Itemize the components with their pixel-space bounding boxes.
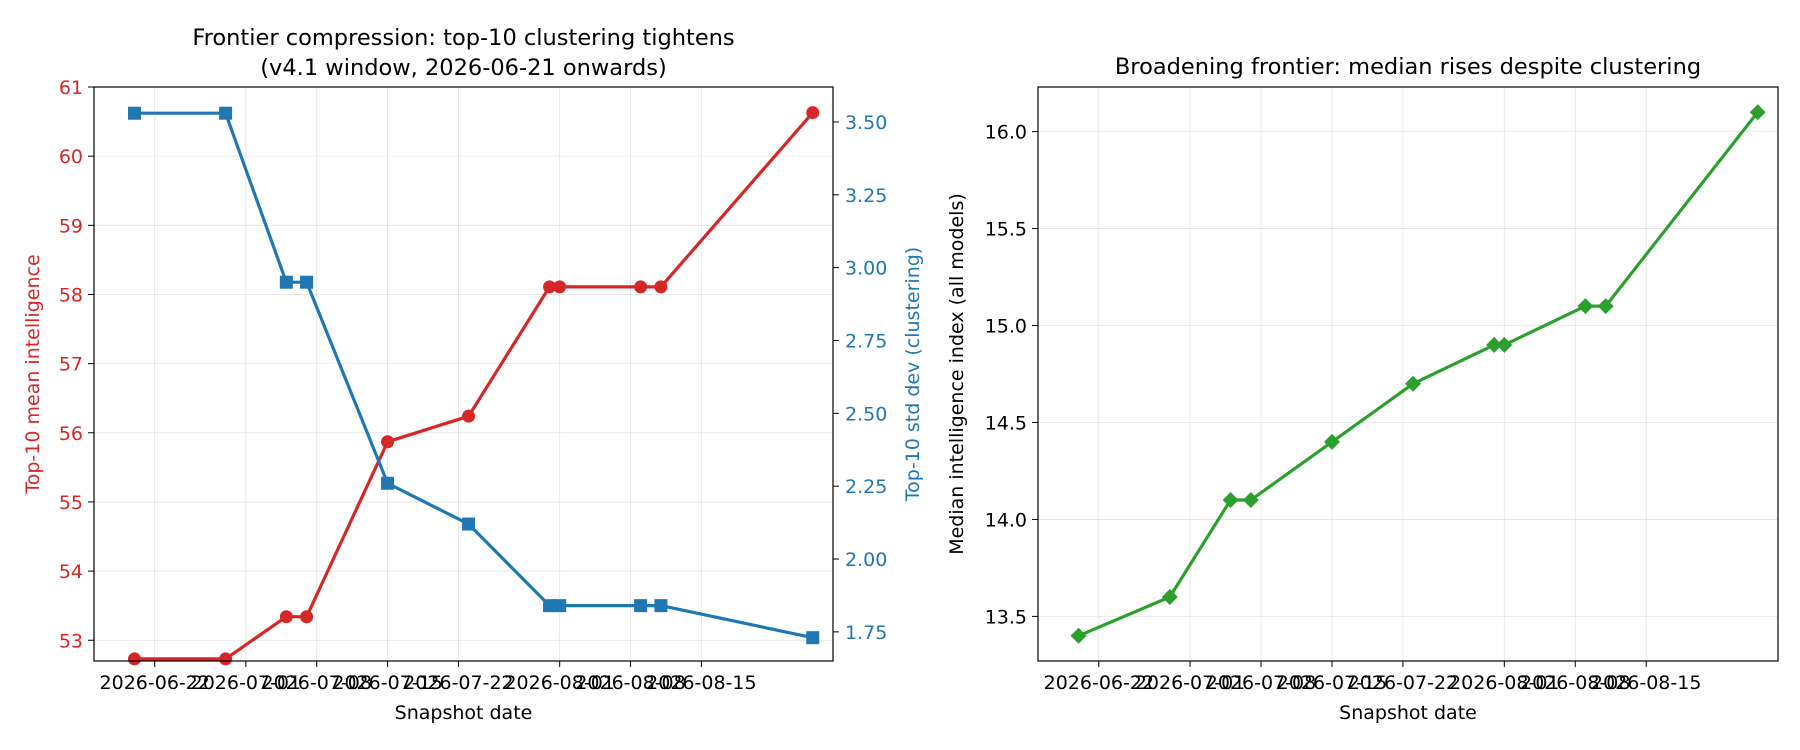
chart1-y2tick-label: 2.75 bbox=[845, 330, 887, 352]
chart1-series-2-point bbox=[462, 517, 476, 531]
chart1-ytick-label: 58 bbox=[59, 284, 83, 306]
chart1-title-line: Frontier compression: top-10 clustering … bbox=[192, 25, 734, 51]
chart1-series-1-point bbox=[634, 280, 648, 294]
chart1-ytick-label: 56 bbox=[59, 423, 83, 445]
chart1-ytick-label: 53 bbox=[59, 630, 83, 652]
chart1-ytick-label: 54 bbox=[59, 561, 83, 583]
chart2-title: Broadening frontier: median rises despit… bbox=[1115, 54, 1701, 80]
chart1-title-line: (v4.1 window, 2026-06-21 onwards) bbox=[260, 55, 666, 81]
chart1-xlabel: Snapshot date bbox=[395, 702, 533, 724]
chart1-xtick-label: 2026-07-08 bbox=[262, 672, 372, 694]
chart1-series-2-point bbox=[219, 106, 233, 120]
chart1-series-2-point bbox=[279, 275, 293, 289]
chart2-series-1-point bbox=[1749, 104, 1766, 121]
chart1-series-1-point bbox=[279, 610, 293, 624]
chart1-series-2-point bbox=[634, 599, 648, 613]
chart1-series-1-line bbox=[134, 111, 815, 661]
chart1-xtick-label: 2026-07-01 bbox=[191, 672, 301, 694]
chart2-series-1-point bbox=[1597, 298, 1614, 315]
chart2-series-1-point bbox=[1486, 336, 1503, 353]
chart2-xtick-label: 2026-06-22 bbox=[1044, 672, 1154, 694]
chart1-xtick-label: 2026-07-15 bbox=[332, 672, 442, 694]
chart2-series-1-point bbox=[1070, 627, 1087, 644]
chart1-series-1-point bbox=[219, 652, 233, 666]
chart1-ytick-label: 60 bbox=[59, 146, 83, 168]
chart1-series-1-point bbox=[300, 610, 314, 624]
chart2-ytick-label: 14.5 bbox=[985, 412, 1027, 434]
chart1-axes-frame bbox=[93, 86, 834, 662]
chart1-y2tick-label: 2.00 bbox=[845, 549, 887, 571]
chart2-series-1-point bbox=[1577, 298, 1594, 315]
chart1-series-2-point bbox=[654, 599, 668, 613]
chart1-series-2-point bbox=[806, 631, 820, 645]
chart2-series-1-point bbox=[1496, 336, 1513, 353]
chart2-xtick-label: 2026-08-08 bbox=[1520, 672, 1630, 694]
chart1-y2tick-label: 2.50 bbox=[845, 403, 887, 425]
chart1-series-1-point bbox=[543, 280, 557, 294]
chart1-y2tick-label: 1.75 bbox=[845, 622, 887, 644]
chart2-ytick-label: 13.5 bbox=[985, 606, 1027, 628]
chart1-ytick-label: 55 bbox=[59, 492, 83, 514]
chart2-xlabel: Snapshot date bbox=[1339, 702, 1477, 724]
chart2-series-1-point bbox=[1222, 492, 1239, 509]
chart1-ytick-label: 57 bbox=[59, 354, 83, 376]
chart1-series-1-point bbox=[806, 106, 820, 120]
chart1-ylabel: Top-10 mean intelligence bbox=[22, 254, 44, 494]
chart2-series-1-line bbox=[1077, 111, 1759, 638]
chart1-y2tick-label: 3.50 bbox=[845, 112, 887, 134]
chart1-series-2-point bbox=[543, 599, 557, 613]
chart1-series-1-point bbox=[553, 280, 567, 294]
chart2-series-1-point bbox=[1161, 589, 1178, 606]
chart1-xtick-label: 2026-08-08 bbox=[575, 672, 685, 694]
chart1-series-1-point bbox=[127, 652, 141, 666]
chart1-y2tick-label: 3.00 bbox=[845, 258, 887, 280]
chart1-series-2-point bbox=[300, 275, 314, 289]
chart2-ytick-label: 14.0 bbox=[985, 509, 1027, 531]
chart2-ytick-label: 16.0 bbox=[985, 122, 1027, 144]
chart1-series-1-point bbox=[654, 280, 668, 294]
chart1-ytick-label: 59 bbox=[59, 215, 83, 237]
chart1-xtick-label: 2026-07-22 bbox=[403, 672, 513, 694]
chart2-ytick-label: 15.5 bbox=[985, 219, 1027, 241]
chart1-series-2-line bbox=[134, 111, 814, 640]
chart1-series-2-point bbox=[553, 599, 567, 613]
chart2-xtick-label: 2026-07-15 bbox=[1277, 672, 1387, 694]
chart1-xtick-label: 2026-08-15 bbox=[646, 672, 756, 694]
chart2-xtick-label: 2026-07-01 bbox=[1135, 672, 1245, 694]
chart2-xtick-label: 2026-08-01 bbox=[1449, 672, 1559, 694]
chart2-series-1-point bbox=[1323, 433, 1340, 450]
chart2-ytick-label: 15.0 bbox=[985, 316, 1027, 338]
chart2-series-1-point bbox=[1242, 492, 1259, 509]
chart1-title: Frontier compression: top-10 clustering … bbox=[192, 25, 734, 81]
chart1-y2tick-label: 2.25 bbox=[845, 476, 887, 498]
chart1-xtick-label: 2026-08-01 bbox=[504, 672, 614, 694]
chart2-xtick-label: 2026-08-15 bbox=[1591, 672, 1701, 694]
chart2-series-1-point bbox=[1405, 375, 1422, 392]
chart1-series-2-point bbox=[127, 106, 141, 120]
chart1-series-2-point bbox=[381, 476, 395, 490]
chart2-xtick-label: 2026-07-22 bbox=[1348, 672, 1458, 694]
chart1-xtick-label: 2026-06-22 bbox=[100, 672, 210, 694]
chart1-ytick-label: 61 bbox=[59, 77, 83, 99]
chart1-y2label: Top-10 std dev (clustering) bbox=[902, 247, 924, 502]
chart2-xtick-label: 2026-07-08 bbox=[1206, 672, 1316, 694]
chart1-y2tick-label: 3.25 bbox=[845, 185, 887, 207]
chart2-ylabel: Median intelligence index (all models) bbox=[946, 193, 968, 555]
chart2-axes-frame bbox=[1037, 86, 1779, 662]
chart1-series-1-point bbox=[381, 435, 395, 449]
chart1-series-1-point bbox=[462, 409, 476, 423]
